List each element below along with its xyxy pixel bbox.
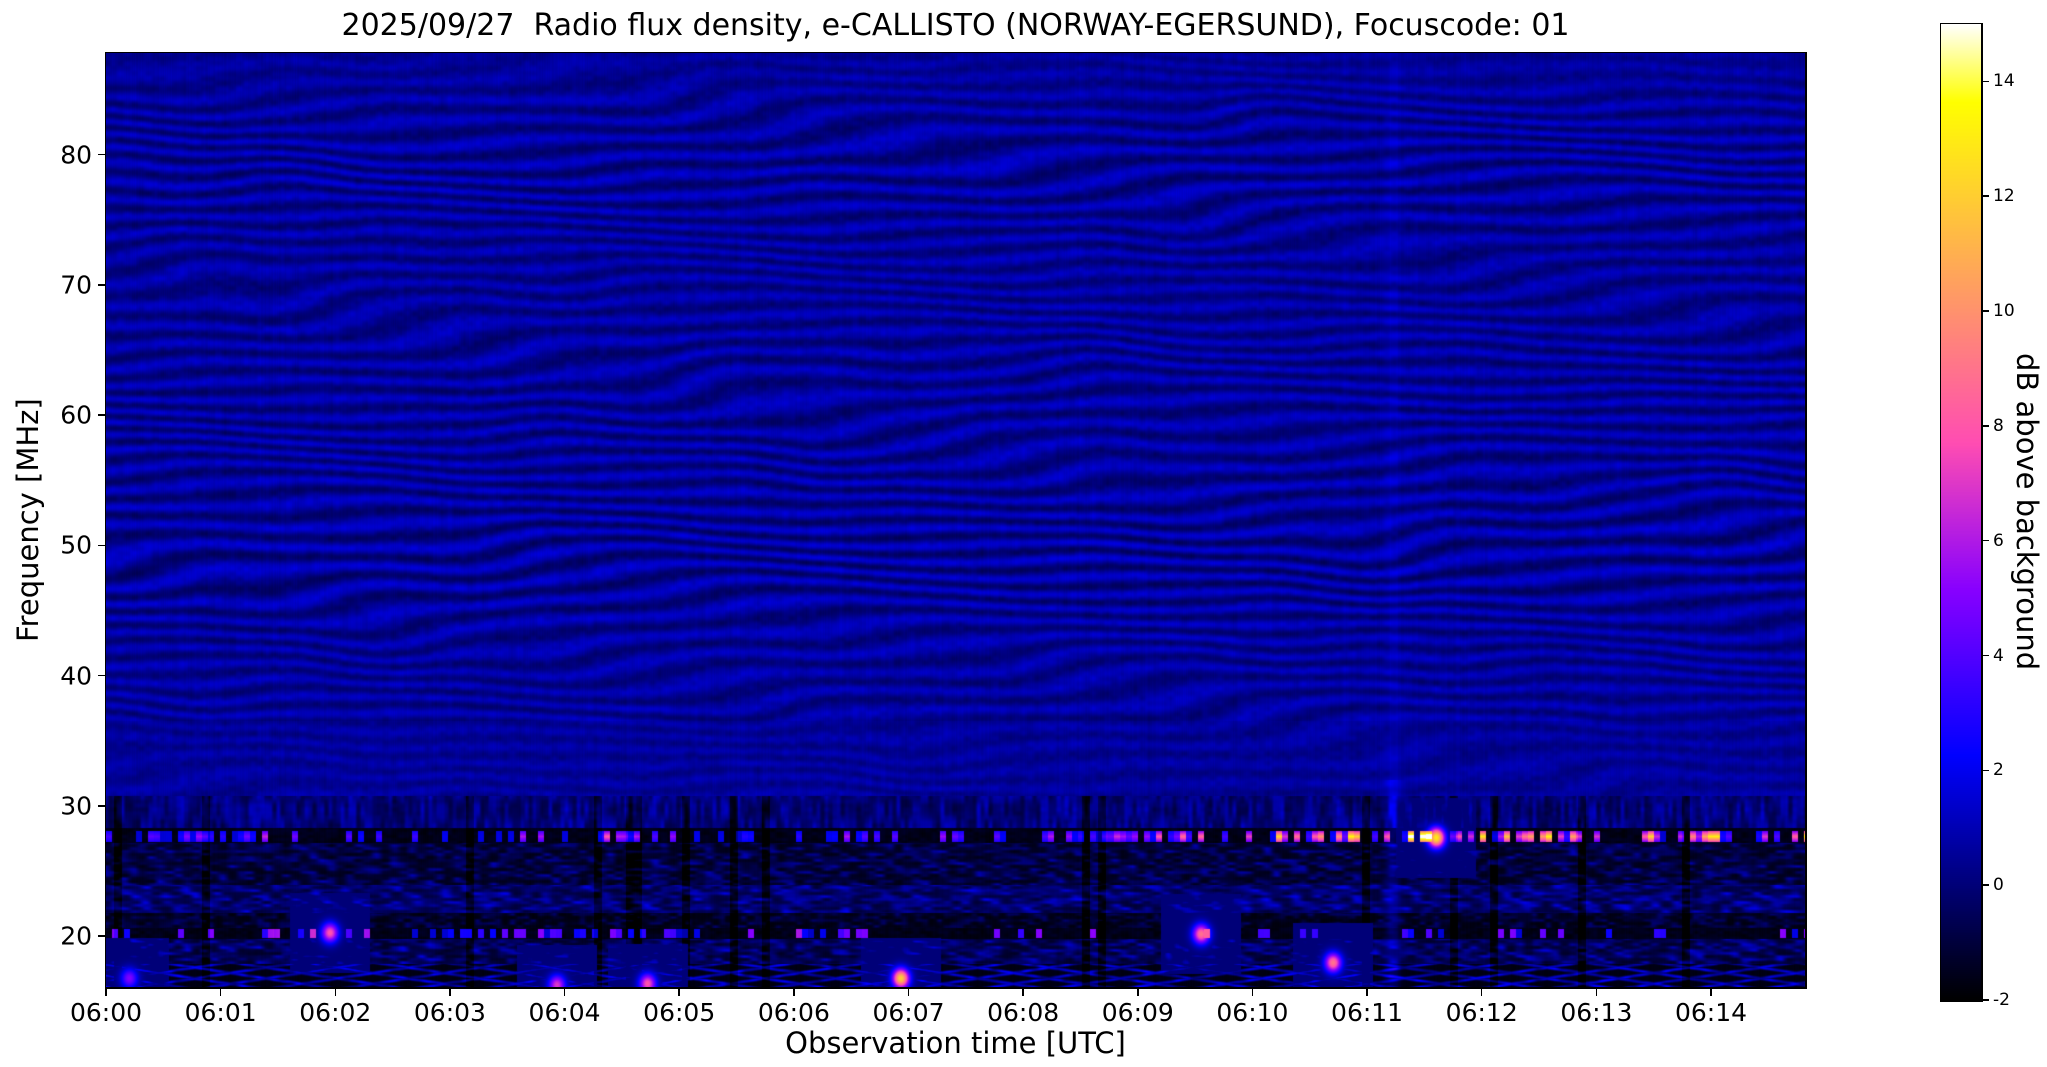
y-tick-mark <box>97 414 105 416</box>
y-tick-label: 40 <box>60 661 92 691</box>
x-tick-label: 06:12 <box>1445 998 1518 1027</box>
colorbar-tick-mark <box>1982 654 1989 657</box>
x-tick-mark <box>678 988 680 996</box>
colorbar-tick-label: 0 <box>1993 875 2004 896</box>
x-tick-label: 06:05 <box>643 998 716 1027</box>
x-tick-mark <box>1022 988 1024 996</box>
x-tick-mark <box>449 988 451 996</box>
x-tick-mark <box>793 988 795 996</box>
x-tick-mark <box>1366 988 1368 996</box>
x-tick-mark <box>1480 988 1483 996</box>
x-tick-mark <box>1137 988 1139 996</box>
plot-area <box>104 51 1807 989</box>
colorbar-tick-mark <box>1982 195 1989 197</box>
x-tick-label: 06:10 <box>1216 998 1289 1027</box>
colorbar-tick-mark <box>1982 425 1989 427</box>
spectrogram-canvas <box>105 52 1805 987</box>
y-axis-label: Frequency [MHz] <box>11 398 45 642</box>
y-tick-mark <box>97 674 105 677</box>
x-axis-label: Observation time [UTC] <box>785 1026 1126 1060</box>
colorbar-tick-label: 12 <box>1993 186 2015 207</box>
x-tick-label: 06:06 <box>757 998 830 1027</box>
colorbar-label: dB above background <box>2010 353 2044 671</box>
colorbar-tick-label: 10 <box>1993 301 2015 322</box>
chart-title: 2025/09/27 Radio flux density, e-CALLIST… <box>341 8 1570 43</box>
colorbar-tick-label: -2 <box>1993 990 2010 1010</box>
x-tick-mark <box>1251 988 1254 996</box>
colorbar <box>1939 22 1983 1002</box>
colorbar-tick-mark <box>1982 884 1989 886</box>
x-tick-label: 06:03 <box>413 998 486 1027</box>
y-tick-label: 70 <box>60 270 92 300</box>
colorbar-tick-mark <box>1982 769 1989 772</box>
colorbar-tick-label: 14 <box>1993 71 2015 92</box>
y-tick-mark <box>97 544 105 547</box>
x-tick-mark <box>1710 988 1712 996</box>
x-tick-mark <box>907 988 910 996</box>
x-tick-mark <box>105 988 107 996</box>
colorbar-tick-mark <box>1982 310 1989 312</box>
x-tick-label: 06:01 <box>184 998 257 1027</box>
x-tick-mark <box>563 988 566 996</box>
y-tick-mark <box>97 805 105 807</box>
x-tick-mark <box>219 988 222 996</box>
x-tick-label: 06:08 <box>987 998 1060 1027</box>
colorbar-tick-mark <box>1982 539 1989 542</box>
x-tick-label: 06:02 <box>299 998 372 1027</box>
y-tick-label: 80 <box>60 140 92 170</box>
x-tick-label: 06:14 <box>1674 998 1748 1027</box>
colorbar-gradient-canvas <box>1940 23 1981 1000</box>
x-tick-label: 06:07 <box>872 998 945 1027</box>
y-tick-mark <box>97 284 105 286</box>
colorbar-tick-mark <box>1982 80 1989 83</box>
x-tick-label: 06:09 <box>1101 998 1174 1027</box>
y-tick-label: 60 <box>60 400 92 430</box>
colorbar-tick-label: 2 <box>1993 760 2004 781</box>
colorbar-tick-label: 8 <box>1993 415 2004 436</box>
x-tick-label: 06:00 <box>69 998 143 1027</box>
y-tick-label: 50 <box>60 530 92 560</box>
colorbar-tick-label: 6 <box>1993 530 2004 551</box>
x-tick-label: 06:13 <box>1560 998 1633 1027</box>
y-tick-mark <box>97 153 105 156</box>
y-tick-label: 20 <box>60 921 92 951</box>
colorbar-tick-label: 4 <box>1993 645 2004 666</box>
y-tick-label: 30 <box>60 791 92 821</box>
x-tick-mark <box>334 988 337 996</box>
x-tick-mark <box>1595 988 1598 996</box>
y-tick-mark <box>97 935 105 937</box>
colorbar-tick-mark <box>1982 999 1989 1001</box>
x-tick-label: 06:04 <box>528 998 601 1027</box>
x-tick-label: 06:11 <box>1331 998 1404 1027</box>
